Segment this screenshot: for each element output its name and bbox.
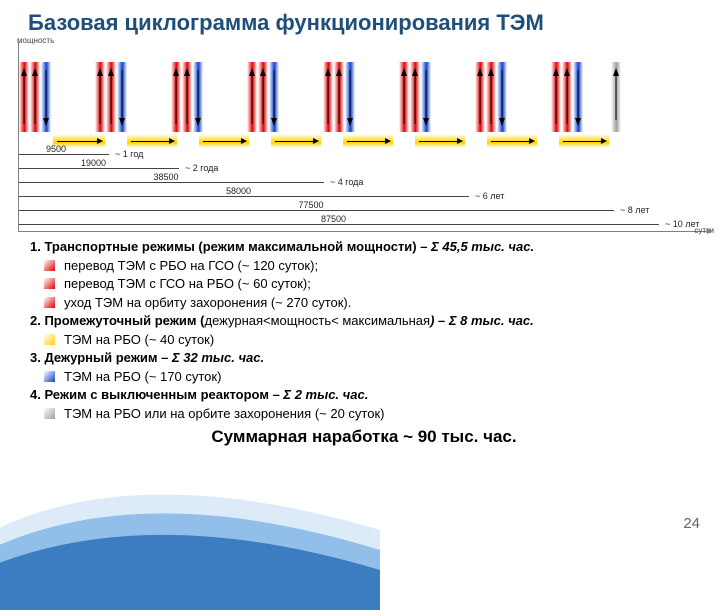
timeline-value: 77500 xyxy=(299,200,324,210)
power-bar-blue xyxy=(497,62,507,132)
timeline-years: ~ 2 года xyxy=(185,163,218,173)
power-bar-red xyxy=(106,62,116,132)
mode4-title: 4. Режим с выключенным реактором xyxy=(30,387,269,402)
power-bar-blue xyxy=(573,62,583,132)
bullet-blue-icon xyxy=(44,371,55,382)
bullet-red-icon xyxy=(44,278,55,289)
power-bar-red xyxy=(399,62,409,132)
cycle xyxy=(171,62,244,142)
mode2-mid: дежурная<мощность< максимальная xyxy=(204,313,430,328)
timeline-value: 19000 xyxy=(81,158,106,168)
cycle xyxy=(247,62,320,142)
cycle xyxy=(323,62,396,142)
cycle xyxy=(475,62,548,142)
intermediate-bar xyxy=(127,134,177,148)
intermediate-bar xyxy=(487,134,537,148)
x-axis-arrow xyxy=(707,228,713,234)
mode3-item1: ТЭМ на РБО (~ 170 суток) xyxy=(64,369,221,384)
cycle xyxy=(95,62,168,142)
power-bar-blue xyxy=(117,62,127,132)
timeline-line xyxy=(19,154,109,155)
intermediate-bar xyxy=(343,134,393,148)
cycle xyxy=(399,62,472,142)
cycle xyxy=(551,62,608,142)
timeline-years: ~ 10 лет xyxy=(665,219,699,229)
timeline-value: 9500 xyxy=(46,144,66,154)
power-bar-red xyxy=(171,62,181,132)
bullet-red-icon xyxy=(44,260,55,271)
timeline-line xyxy=(19,182,324,183)
y-axis-label: мощность xyxy=(17,36,54,45)
timeline-value: 58000 xyxy=(226,186,251,196)
bullet-grey-icon xyxy=(44,408,55,419)
timeline-line xyxy=(19,196,469,197)
timeline-line xyxy=(19,224,659,225)
timeline-years: ~ 4 года xyxy=(330,177,363,187)
mode1-sum: – Σ 45,5 тыс. час. xyxy=(417,239,534,254)
modes-description: 1. Транспортные режимы (режим максимальн… xyxy=(0,232,720,449)
slide-title: Базовая циклограмма функционирования ТЭМ xyxy=(0,0,720,42)
power-bar-red xyxy=(258,62,268,132)
power-bar-red xyxy=(562,62,572,132)
intermediate-bar xyxy=(199,134,249,148)
power-bar-red xyxy=(247,62,257,132)
mode1-item3: уход ТЭМ на орбиту захоронения (~ 270 су… xyxy=(64,295,351,310)
total-summary: Суммарная наработка ~ 90 тыс. час. xyxy=(30,426,698,449)
timeline-years: ~ 8 лет xyxy=(620,205,649,215)
intermediate-bar xyxy=(559,134,609,148)
timeline-line xyxy=(19,168,179,169)
mode4-sum: – Σ 2 тыс. час. xyxy=(269,387,368,402)
power-bar-blue xyxy=(41,62,51,132)
mode2-item1: ТЭМ на РБО (~ 40 суток) xyxy=(64,332,214,347)
power-bar-grey xyxy=(611,62,621,132)
power-bar-red xyxy=(475,62,485,132)
power-bar-red xyxy=(334,62,344,132)
power-bar-red xyxy=(551,62,561,132)
intermediate-bar xyxy=(415,134,465,148)
cycle xyxy=(19,62,92,142)
timeline-line xyxy=(19,210,614,211)
power-bar-blue xyxy=(269,62,279,132)
timeline-value: 87500 xyxy=(321,214,346,224)
power-bar-blue xyxy=(345,62,355,132)
bullet-yellow-icon xyxy=(44,334,55,345)
mode2-sum: ) – Σ 8 тыс. час. xyxy=(430,313,534,328)
intermediate-bar xyxy=(271,134,321,148)
power-bar-red xyxy=(486,62,496,132)
timeline-value: 38500 xyxy=(154,172,179,182)
mode1-item2: перевод ТЭМ с ГСО на РБО (~ 60 суток); xyxy=(64,276,311,291)
power-bar-red xyxy=(410,62,420,132)
mode2-title-a: 2. Промежуточный режим ( xyxy=(30,313,204,328)
timeline-years: ~ 1 год xyxy=(115,149,143,159)
power-bar-red xyxy=(95,62,105,132)
power-bar-red xyxy=(30,62,40,132)
mode1-item1: перевод ТЭМ с РБО на ГСО (~ 120 суток); xyxy=(64,258,318,273)
cycle xyxy=(611,62,662,142)
power-bar-red xyxy=(19,62,29,132)
mode3-sum: – Σ 32 тыс. час. xyxy=(158,350,265,365)
power-bar-blue xyxy=(193,62,203,132)
mode3-title: 3. Дежурный режим xyxy=(30,350,158,365)
power-bar-red xyxy=(182,62,192,132)
page-number: 24 xyxy=(683,515,700,532)
bullet-red-icon xyxy=(44,297,55,308)
power-bar-blue xyxy=(421,62,431,132)
mode1-title: 1. Транспортные режимы (режим максимальн… xyxy=(30,239,417,254)
power-bars-row xyxy=(19,62,706,142)
mode4-item1: ТЭМ на РБО или на орбите захоронения (~ … xyxy=(64,406,384,421)
cyclogram-chart: мощность сутки 9500~ 1 год19000~ 2 года3… xyxy=(18,42,706,232)
power-bar-red xyxy=(323,62,333,132)
timeline-years: ~ 6 лет xyxy=(475,191,504,201)
